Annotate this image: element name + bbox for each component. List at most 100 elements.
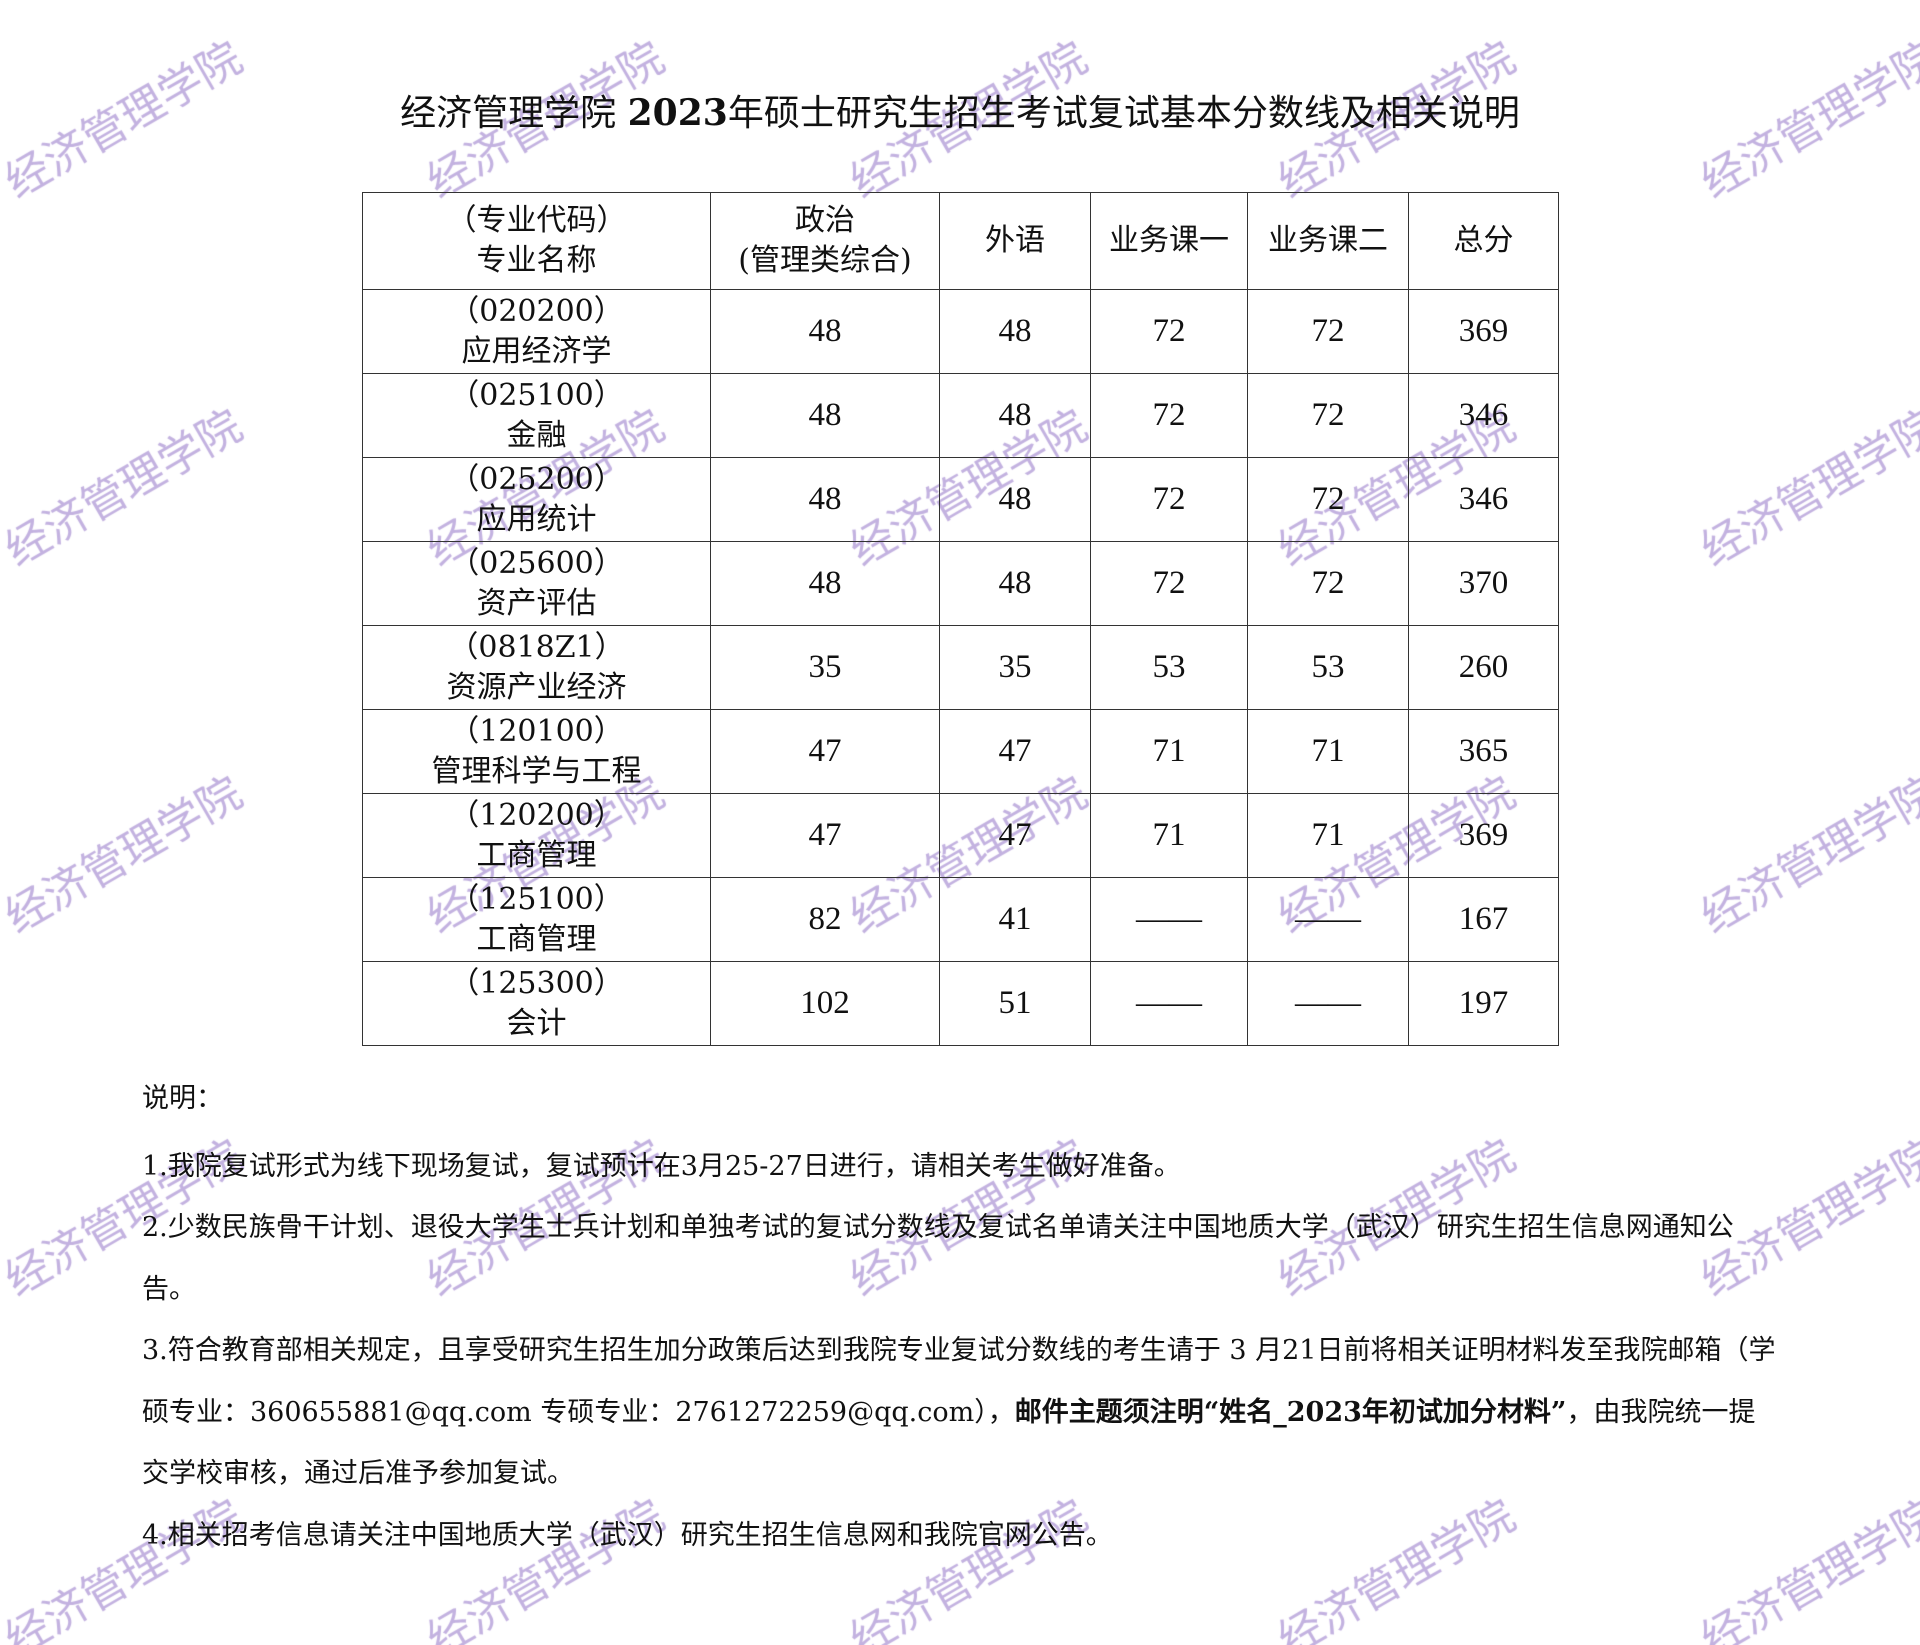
course1-score: —— xyxy=(1090,877,1248,962)
major-code: （025100） xyxy=(449,377,624,413)
course1-score: 72 xyxy=(1090,541,1248,626)
title-prefix: 经济管理学院 xyxy=(400,93,628,134)
course1-score: 72 xyxy=(1090,289,1248,374)
total-score: 369 xyxy=(1408,793,1559,878)
note-item-1: 1.我院复试形式为线下现场复试，复试预计在3月25-27日进行，请相关考生做好准… xyxy=(142,1150,1181,1182)
major-code: （125100） xyxy=(449,881,624,917)
table-header-row: （专业代码） 专业名称 政治 (管理类综合) 外语 业务课一 业务课二 总分 xyxy=(362,192,1559,290)
course2-score: —— xyxy=(1247,877,1409,962)
header-total: 总分 xyxy=(1408,192,1559,290)
major-name: 会计 xyxy=(506,1005,567,1041)
course2-score: 71 xyxy=(1247,793,1409,878)
header-course2: 业务课二 xyxy=(1247,192,1409,290)
table-row: （125100） 工商管理 82 41 —— —— 167 xyxy=(362,877,1559,962)
language-score: 48 xyxy=(939,457,1091,542)
course1-score: 72 xyxy=(1090,373,1248,458)
major-cell: （120100） 管理科学与工程 xyxy=(362,709,711,794)
major-name: 应用经济学 xyxy=(461,333,612,369)
total-score: 167 xyxy=(1408,877,1559,962)
language-score: 48 xyxy=(939,541,1091,626)
major-name: 管理科学与工程 xyxy=(431,753,642,789)
title-year: 2023 xyxy=(627,92,728,134)
total-score: 260 xyxy=(1408,625,1559,710)
course2-score: 72 xyxy=(1247,373,1409,458)
notes-section: 说明： 1.我院复试形式为线下现场复试，复试预计在3月25-27日进行，请相关考… xyxy=(142,1068,1782,1566)
major-cell: （120200） 工商管理 xyxy=(362,793,711,878)
total-score: 346 xyxy=(1408,457,1559,542)
politics-score: 47 xyxy=(710,709,940,794)
politics-score: 82 xyxy=(710,877,940,962)
language-score: 47 xyxy=(939,709,1091,794)
total-score: 197 xyxy=(1408,961,1559,1046)
course2-score: 72 xyxy=(1247,289,1409,374)
major-cell: （025600） 资产评估 xyxy=(362,541,711,626)
language-score: 48 xyxy=(939,289,1091,374)
language-score: 51 xyxy=(939,961,1091,1046)
total-score: 370 xyxy=(1408,541,1559,626)
course2-score: 53 xyxy=(1247,625,1409,710)
course1-score: 71 xyxy=(1090,709,1248,794)
table-row: （020200） 应用经济学 48 48 72 72 369 xyxy=(362,289,1559,374)
major-cell: （025200） 应用统计 xyxy=(362,457,711,542)
header-course1: 业务课一 xyxy=(1090,192,1248,290)
politics-score: 48 xyxy=(710,457,940,542)
course1-score: 71 xyxy=(1090,793,1248,878)
header-major-line1: （专业代码） xyxy=(446,203,627,238)
table-row: （125300） 会计 102 51 —— —— 197 xyxy=(362,961,1559,1046)
major-code: （020200） xyxy=(449,293,624,329)
notes-heading: 说明： xyxy=(142,1083,223,1114)
header-politics-line2: (管理类综合) xyxy=(738,243,912,278)
note-item-3-bold: 邮件主题须注明“姓名_2023年初试加分材料” xyxy=(1014,1396,1567,1428)
major-cell: （125100） 工商管理 xyxy=(362,877,711,962)
major-cell: （0818Z1） 资源产业经济 xyxy=(362,625,711,710)
major-name: 资源产业经济 xyxy=(446,669,627,705)
politics-score: 48 xyxy=(710,289,940,374)
score-table: （专业代码） 专业名称 政治 (管理类综合) 外语 业务课一 业务课二 总分 （02… xyxy=(362,192,1559,1046)
header-major: （专业代码） 专业名称 xyxy=(362,192,711,290)
course1-score: 53 xyxy=(1090,625,1248,710)
major-name: 资产评估 xyxy=(476,585,597,621)
language-score: 35 xyxy=(939,625,1091,710)
major-code: （0818Z1） xyxy=(448,629,625,665)
note-item-4: 4.相关招考信息请关注中国地质大学（武汉）研究生招生信息网和我院官网公告。 xyxy=(142,1519,1113,1551)
course2-score: —— xyxy=(1247,961,1409,1046)
major-code: （025200） xyxy=(449,461,624,497)
major-cell: （125300） 会计 xyxy=(362,961,711,1046)
course2-score: 71 xyxy=(1247,709,1409,794)
politics-score: 102 xyxy=(710,961,940,1046)
course1-score: 72 xyxy=(1090,457,1248,542)
header-politics: 政治 (管理类综合) xyxy=(710,192,940,290)
header-language: 外语 xyxy=(939,192,1091,290)
politics-score: 47 xyxy=(710,793,940,878)
major-name: 应用统计 xyxy=(476,501,597,537)
table-row: （120100） 管理科学与工程 47 47 71 71 365 xyxy=(362,709,1559,794)
note-item-2: 2.少数民族骨干计划、退役大学生士兵计划和单独考试的复试分数线及复试名单请关注中… xyxy=(142,1212,1734,1305)
table-row: （0818Z1） 资源产业经济 35 35 53 53 260 xyxy=(362,625,1559,710)
major-code: （120100） xyxy=(449,713,624,749)
header-politics-line1: 政治 xyxy=(795,203,855,238)
politics-score: 48 xyxy=(710,541,940,626)
page-title: 经济管理学院 2023年硕士研究生招生考试复试基本分数线及相关说明 xyxy=(0,84,1920,136)
politics-score: 35 xyxy=(710,625,940,710)
major-code: （125300） xyxy=(449,965,624,1001)
note-item-3: 3.符合教育部相关规定，且享受研究生招生加分政策后达到我院专业复试分数线的考生请… xyxy=(142,1320,1782,1505)
course2-score: 72 xyxy=(1247,457,1409,542)
total-score: 369 xyxy=(1408,289,1559,374)
table-row: （025100） 金融 48 48 72 72 346 xyxy=(362,373,1559,458)
language-score: 48 xyxy=(939,373,1091,458)
major-cell: （025100） 金融 xyxy=(362,373,711,458)
major-cell: （020200） 应用经济学 xyxy=(362,289,711,374)
table-row: （025200） 应用统计 48 48 72 72 346 xyxy=(362,457,1559,542)
major-name: 工商管理 xyxy=(476,837,597,873)
major-code: （025600） xyxy=(449,545,624,581)
table-row: （120200） 工商管理 47 47 71 71 369 xyxy=(362,793,1559,878)
title-suffix: 年硕士研究生招生考试复试基本分数线及相关说明 xyxy=(727,93,1520,134)
table-row: （025600） 资产评估 48 48 72 72 370 xyxy=(362,541,1559,626)
course1-score: —— xyxy=(1090,961,1248,1046)
language-score: 41 xyxy=(939,877,1091,962)
course2-score: 72 xyxy=(1247,541,1409,626)
major-code: （120200） xyxy=(449,797,624,833)
table-body: （020200） 应用经济学 48 48 72 72 369 （025100） 金融 48 48 72… xyxy=(362,289,1559,1046)
major-name: 金融 xyxy=(506,417,567,453)
total-score: 346 xyxy=(1408,373,1559,458)
